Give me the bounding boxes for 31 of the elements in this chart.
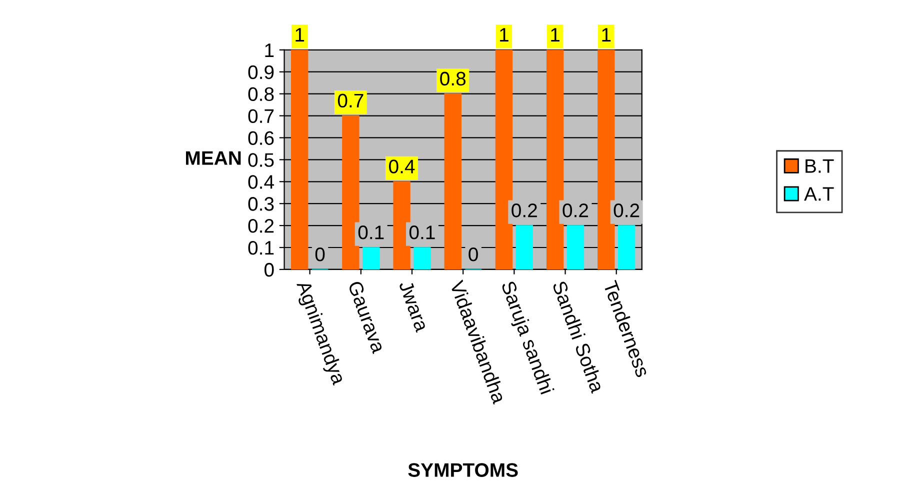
y-tick-label: 0.1 bbox=[248, 240, 274, 255]
y-tick-label: 0.5 bbox=[248, 153, 274, 167]
y-tick-label: 0.8 bbox=[248, 87, 274, 102]
legend-label: A.T bbox=[804, 187, 834, 201]
data-label: 0.7 bbox=[338, 94, 364, 108]
data-label: 0 bbox=[468, 247, 478, 262]
data-label: 0.4 bbox=[389, 160, 415, 174]
x-tick-label: Gaurava bbox=[348, 280, 386, 354]
data-label: 1 bbox=[602, 28, 611, 42]
y-tick-label: 0.2 bbox=[248, 219, 274, 233]
data-label: 1 bbox=[500, 28, 508, 42]
legend-label: B.T bbox=[806, 159, 834, 173]
y-tick-label: 0.3 bbox=[248, 197, 274, 211]
data-label: 1 bbox=[296, 28, 304, 42]
y-axis-title: MEAN bbox=[186, 151, 241, 165]
x-tick-label: Jwara bbox=[398, 280, 430, 333]
y-tick-label: 0 bbox=[264, 262, 274, 277]
data-label: 0.1 bbox=[409, 226, 435, 240]
y-tick-label: 0.7 bbox=[248, 109, 274, 124]
data-label: 0.8 bbox=[440, 72, 466, 86]
data-label: 0.2 bbox=[512, 204, 537, 218]
y-tick-label: 0.9 bbox=[248, 65, 274, 80]
data-label: 0.2 bbox=[614, 204, 640, 218]
y-tick-label: 0.4 bbox=[248, 175, 274, 189]
x-axis-title: SYMPTOMS bbox=[408, 463, 518, 477]
y-tick-label: 0.6 bbox=[248, 131, 274, 145]
data-label: 0.1 bbox=[358, 226, 384, 240]
data-label: 1 bbox=[551, 28, 560, 42]
data-label: 0.2 bbox=[562, 204, 588, 218]
y-tick-label: 1 bbox=[265, 44, 274, 57]
data-label: 0 bbox=[315, 247, 325, 262]
